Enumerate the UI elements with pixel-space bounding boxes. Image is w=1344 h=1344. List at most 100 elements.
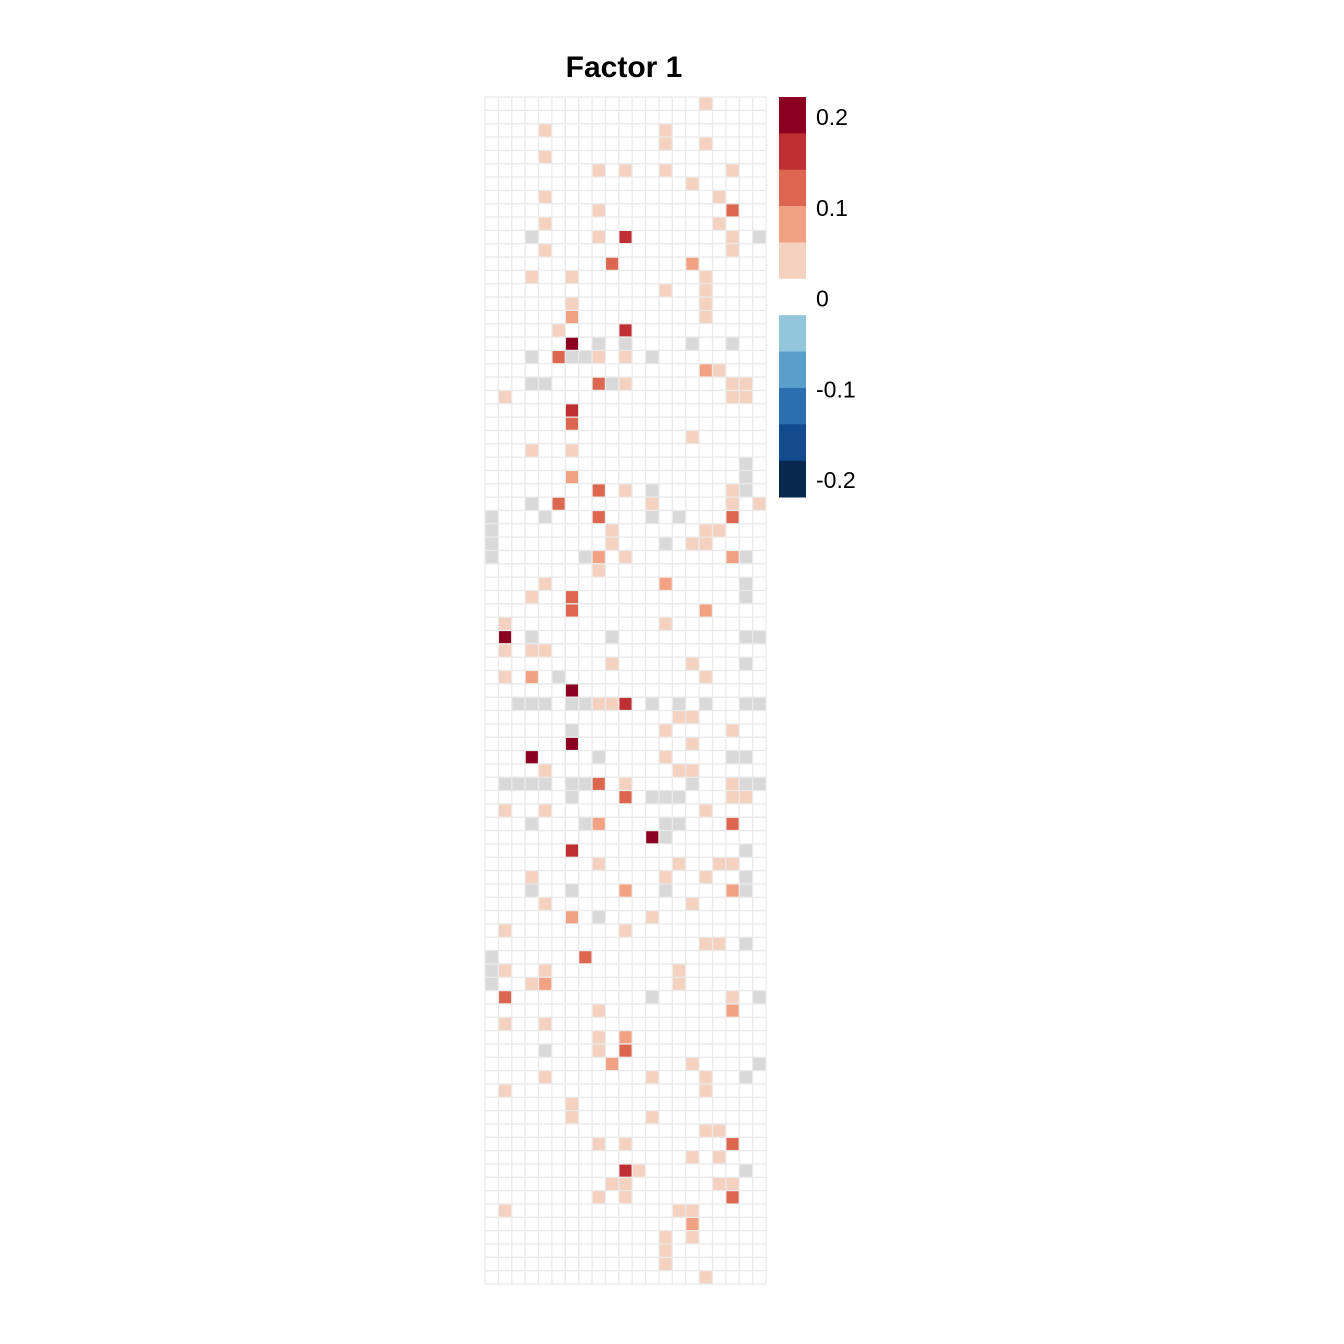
heatmap-cell (699, 310, 713, 324)
heatmap-cell (565, 337, 579, 351)
heatmap-cell (685, 177, 700, 191)
heatmap-cell-missing (538, 697, 552, 711)
heatmap-cell (725, 1190, 740, 1204)
heatmap-cell (592, 697, 606, 711)
heatmap-cell-missing (752, 990, 766, 1004)
heatmap-cell-missing (538, 510, 552, 524)
heatmap-cell (618, 1137, 633, 1151)
heatmap-cell (498, 1203, 512, 1218)
heatmap-cell-missing (645, 350, 659, 364)
heatmap-cell-missing (525, 777, 539, 791)
heatmap-cell-missing (658, 830, 673, 844)
heatmap-cell-missing (739, 590, 753, 604)
heatmap-cell-missing (618, 337, 633, 351)
heatmap-cell-missing (592, 910, 606, 924)
heatmap-cell (618, 483, 633, 498)
heatmap-cell-missing (538, 1043, 552, 1058)
heatmap-cell (712, 1123, 726, 1138)
heatmap-cell-missing (645, 790, 659, 804)
heatmap-cell (498, 1083, 512, 1098)
heatmap-cell (618, 1030, 633, 1044)
heatmap-cell (498, 643, 512, 658)
heatmap-cell (578, 950, 593, 964)
heatmap-cell-missing (739, 937, 753, 951)
heatmap-cell (618, 550, 633, 564)
heatmap-cell (658, 1243, 673, 1258)
colorbar-bin (779, 133, 806, 171)
heatmap-cell (725, 990, 740, 1004)
heatmap-background (485, 97, 766, 1284)
heatmap-cell-missing (739, 883, 753, 898)
heatmap-cell-missing (551, 670, 566, 684)
heatmap-cell (538, 643, 552, 658)
heatmap-cell (605, 1057, 619, 1071)
heatmap-cell-missing (752, 630, 766, 644)
heatmap-cell-missing (565, 697, 579, 711)
heatmap-cell (632, 1163, 646, 1178)
heatmap-cell (592, 483, 606, 498)
heatmap-cell (538, 577, 552, 591)
heatmap-cell (725, 723, 740, 738)
heatmap-cell (725, 377, 740, 391)
heatmap-cell-missing (739, 777, 753, 791)
heatmap-cell-missing (525, 817, 539, 831)
heatmap-cell-missing (511, 777, 526, 791)
heatmap-cell (725, 817, 740, 831)
heatmap-cell (712, 190, 726, 204)
heatmap-cell (618, 163, 633, 178)
heatmap-cell (498, 1017, 512, 1031)
heatmap-cell (538, 963, 552, 978)
heatmap-cell-missing (485, 510, 499, 524)
heatmap-cell (565, 683, 579, 698)
heatmap-cell (618, 323, 633, 338)
heatmap-cell (565, 1110, 579, 1124)
heatmap-cell (725, 1177, 740, 1191)
heatmap-cell (645, 1070, 659, 1084)
heatmap-cell (658, 577, 673, 591)
heatmap-cell (699, 803, 713, 818)
heatmap-cell (525, 443, 539, 458)
heatmap-cell-missing (739, 483, 753, 498)
heatmap-cell (538, 123, 552, 138)
heatmap-cell (685, 1150, 700, 1164)
heatmap-cell (645, 830, 659, 844)
heatmap-cell (725, 1003, 740, 1018)
colorbar-tick-label: -0.1 (816, 376, 856, 402)
heatmap-cell (565, 590, 579, 604)
heatmap-cell (712, 363, 726, 378)
heatmap-cell-missing (739, 1163, 753, 1178)
heatmap-cell-missing (739, 843, 753, 858)
heatmap-cell (592, 203, 606, 218)
heatmap-cell (699, 670, 713, 684)
heatmap-cell (592, 1137, 606, 1151)
colorbar-bin (779, 169, 806, 207)
heatmap-cell (725, 790, 740, 804)
heatmap-cell-missing (525, 350, 539, 364)
heatmap-cell (565, 470, 579, 484)
heatmap-cell (712, 1150, 726, 1164)
heatmap-cell (498, 670, 512, 684)
heatmap-grid (484, 96, 767, 1285)
heatmap-cell-missing (525, 630, 539, 644)
heatmap-cell (685, 657, 700, 671)
heatmap-cell (618, 350, 633, 364)
heatmap-cell (699, 870, 713, 884)
heatmap-cell-missing (739, 550, 753, 564)
heatmap-cell-missing (672, 817, 686, 831)
heatmap-cell (525, 750, 539, 764)
heatmap-cell (618, 1043, 633, 1058)
heatmap-cell-missing (672, 697, 686, 711)
heatmap-cell (538, 1070, 552, 1084)
heatmap-cell (725, 243, 740, 258)
heatmap-cell (525, 590, 539, 604)
heatmap-cell-missing (739, 870, 753, 884)
heatmap-cell (658, 283, 673, 298)
heatmap-cell (592, 1190, 606, 1204)
heatmap-cell-missing (752, 1057, 766, 1071)
heatmap-cell (645, 497, 659, 511)
heatmap-cell (658, 870, 673, 884)
heatmap-cell-missing (685, 777, 700, 791)
heatmap-cell (685, 1230, 700, 1244)
heatmap-cell (565, 443, 579, 458)
